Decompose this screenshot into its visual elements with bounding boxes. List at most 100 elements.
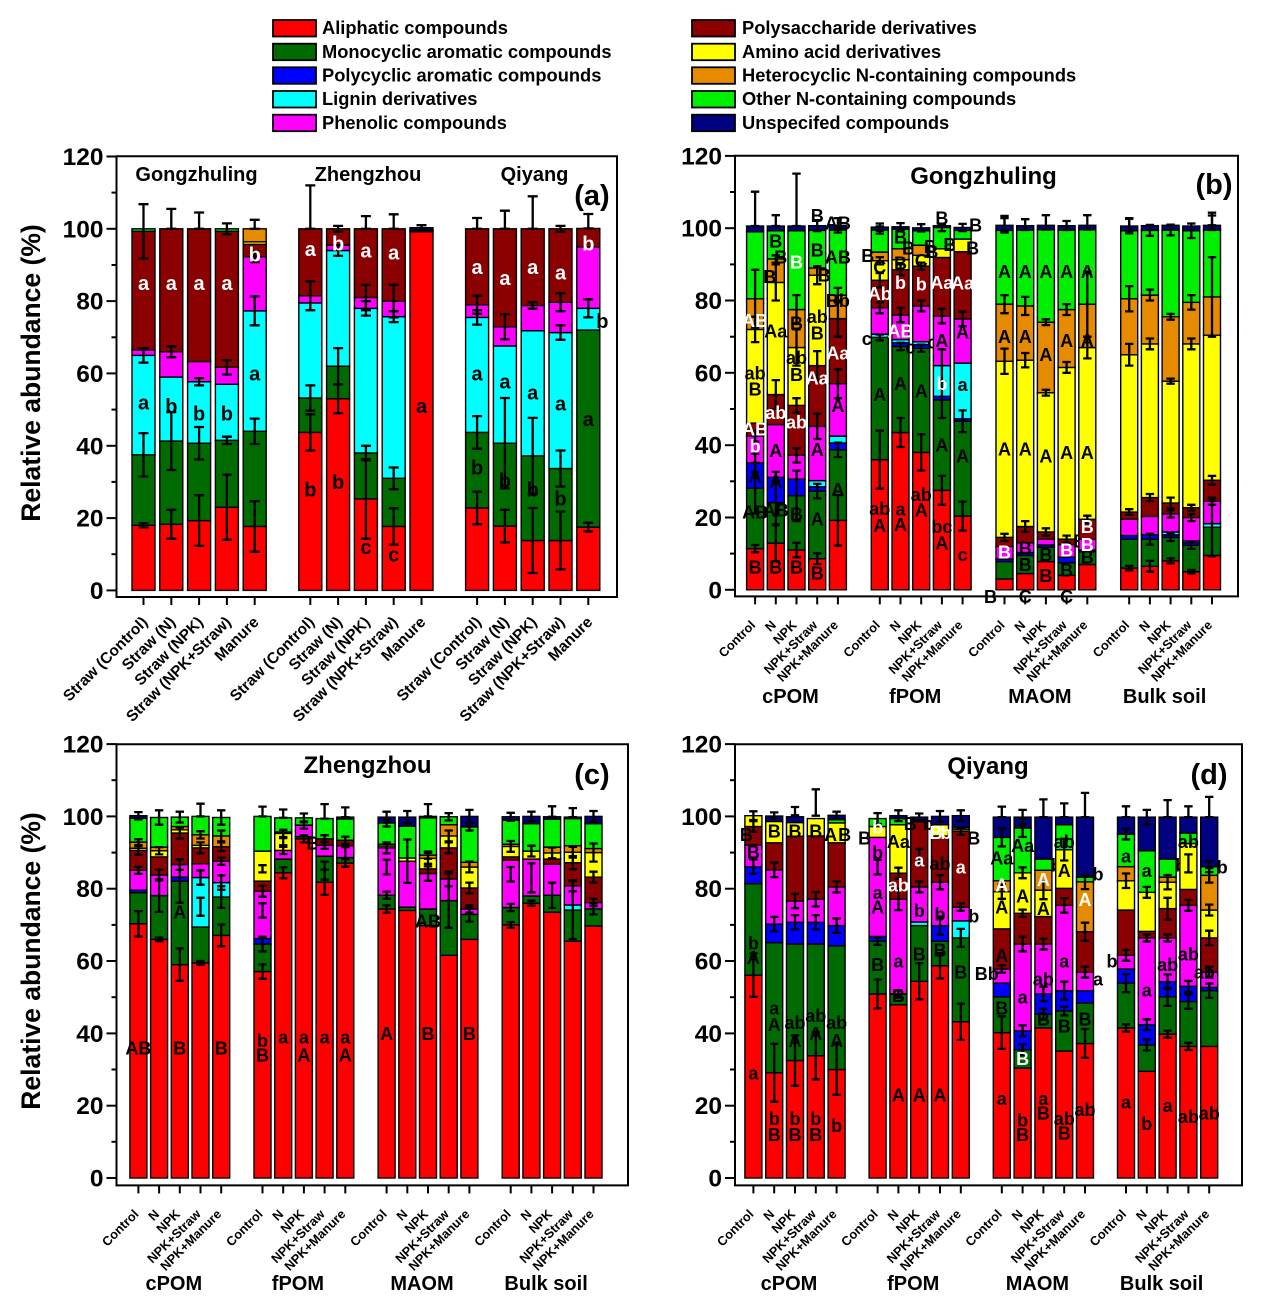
svg-text:a: a <box>1142 980 1153 1000</box>
svg-text:B: B <box>1081 517 1094 537</box>
svg-text:b: b <box>221 403 233 425</box>
svg-text:Relative abundance (%): Relative abundance (%) <box>16 224 46 521</box>
svg-text:B: B <box>1019 539 1032 559</box>
svg-text:ab: ab <box>1199 1103 1220 1123</box>
svg-text:40: 40 <box>76 1021 103 1048</box>
svg-text:B: B <box>769 231 782 251</box>
svg-text:A: A <box>811 440 824 460</box>
svg-text:Bulk soil: Bulk soil <box>504 1273 587 1295</box>
svg-text:B: B <box>809 1125 822 1145</box>
svg-text:B: B <box>995 999 1008 1019</box>
svg-text:ab: ab <box>784 1013 805 1033</box>
svg-text:B: B <box>1058 1123 1071 1143</box>
svg-text:b: b <box>1107 952 1118 972</box>
svg-text:A: A <box>1060 262 1073 282</box>
svg-text:a: a <box>1163 1096 1174 1116</box>
svg-text:A: A <box>873 385 886 405</box>
svg-text:Aa: Aa <box>764 322 788 342</box>
svg-text:ab: ab <box>786 413 807 433</box>
svg-text:100: 100 <box>63 804 104 831</box>
svg-text:B: B <box>1058 1017 1071 1037</box>
svg-text:B: B <box>998 542 1011 562</box>
svg-text:ab: ab <box>826 1013 847 1033</box>
svg-text:B: B <box>904 814 917 834</box>
svg-text:Gongzhuling: Gongzhuling <box>910 163 1057 190</box>
svg-text:AB: AB <box>763 501 789 521</box>
svg-text:B: B <box>925 242 938 262</box>
svg-text:60: 60 <box>76 949 103 976</box>
svg-text:b: b <box>1017 1111 1028 1131</box>
svg-text:A: A <box>769 441 782 461</box>
svg-text:a: a <box>340 1028 351 1048</box>
svg-text:Aa: Aa <box>930 273 954 293</box>
svg-text:B: B <box>789 1125 802 1145</box>
svg-text:a: a <box>305 239 317 261</box>
svg-text:B: B <box>1019 555 1032 575</box>
svg-text:80: 80 <box>695 876 722 903</box>
svg-text:a: a <box>873 883 884 903</box>
svg-text:fPOM: fPOM <box>887 1273 939 1295</box>
svg-text:A: A <box>915 381 928 401</box>
svg-text:B: B <box>422 1024 435 1044</box>
svg-text:0: 0 <box>90 1166 104 1193</box>
svg-text:B: B <box>1037 1009 1050 1029</box>
svg-text:B: B <box>935 209 948 229</box>
svg-text:c: c <box>927 333 937 353</box>
svg-text:Bb: Bb <box>826 291 850 311</box>
svg-text:B: B <box>790 313 803 333</box>
svg-text:0: 0 <box>90 578 104 605</box>
svg-text:B: B <box>894 253 907 273</box>
svg-text:b: b <box>1141 1114 1152 1134</box>
svg-text:a: a <box>769 999 780 1019</box>
svg-text:20: 20 <box>695 505 722 532</box>
svg-text:120: 120 <box>681 732 722 759</box>
svg-text:B: B <box>790 365 803 385</box>
svg-text:ab: ab <box>1178 944 1199 964</box>
svg-text:0: 0 <box>708 577 722 604</box>
svg-text:B: B <box>858 829 871 849</box>
svg-text:B: B <box>934 941 947 961</box>
svg-text:Aa: Aa <box>951 273 975 293</box>
svg-text:A: A <box>913 1085 926 1105</box>
svg-text:b: b <box>596 311 608 333</box>
svg-text:B: B <box>790 253 803 273</box>
svg-text:A: A <box>1039 345 1052 365</box>
svg-text:a: a <box>1018 988 1029 1008</box>
svg-text:A: A <box>1016 886 1029 906</box>
svg-text:B: B <box>1081 535 1094 555</box>
svg-text:b: b <box>769 1109 780 1129</box>
svg-text:c: c <box>958 545 968 565</box>
svg-text:100: 100 <box>681 804 722 831</box>
svg-text:b: b <box>1217 858 1228 878</box>
svg-text:60: 60 <box>695 360 722 387</box>
svg-text:ab: ab <box>1054 832 1075 852</box>
svg-text:Zhengzhou: Zhengzhou <box>304 752 432 779</box>
svg-text:c: c <box>388 544 399 566</box>
svg-text:b: b <box>332 472 344 494</box>
svg-text:A: A <box>894 515 907 535</box>
svg-text:ab: ab <box>765 403 786 423</box>
svg-text:A: A <box>894 374 907 394</box>
svg-text:b: b <box>527 479 539 501</box>
svg-text:A: A <box>747 948 760 968</box>
svg-text:a: a <box>320 1028 331 1048</box>
svg-text:B: B <box>984 587 997 607</box>
svg-text:A: A <box>789 1031 802 1051</box>
svg-text:b: b <box>554 488 566 510</box>
svg-text:B: B <box>809 821 822 841</box>
svg-text:Zhengzhou: Zhengzhou <box>315 164 422 186</box>
svg-text:b: b <box>471 458 483 480</box>
svg-text:a: a <box>555 262 567 284</box>
svg-text:a: a <box>958 375 969 395</box>
svg-text:Qiyang: Qiyang <box>501 164 569 186</box>
svg-text:Bulk soil: Bulk soil <box>1120 1273 1203 1295</box>
svg-text:a: a <box>472 364 484 386</box>
svg-text:b: b <box>750 437 761 457</box>
svg-text:A: A <box>995 946 1008 966</box>
svg-text:b: b <box>1093 865 1104 885</box>
svg-text:B: B <box>861 246 874 266</box>
svg-text:AB: AB <box>888 322 914 342</box>
svg-text:A: A <box>998 262 1011 282</box>
svg-text:b: b <box>831 1116 842 1136</box>
svg-text:A: A <box>1019 262 1032 282</box>
